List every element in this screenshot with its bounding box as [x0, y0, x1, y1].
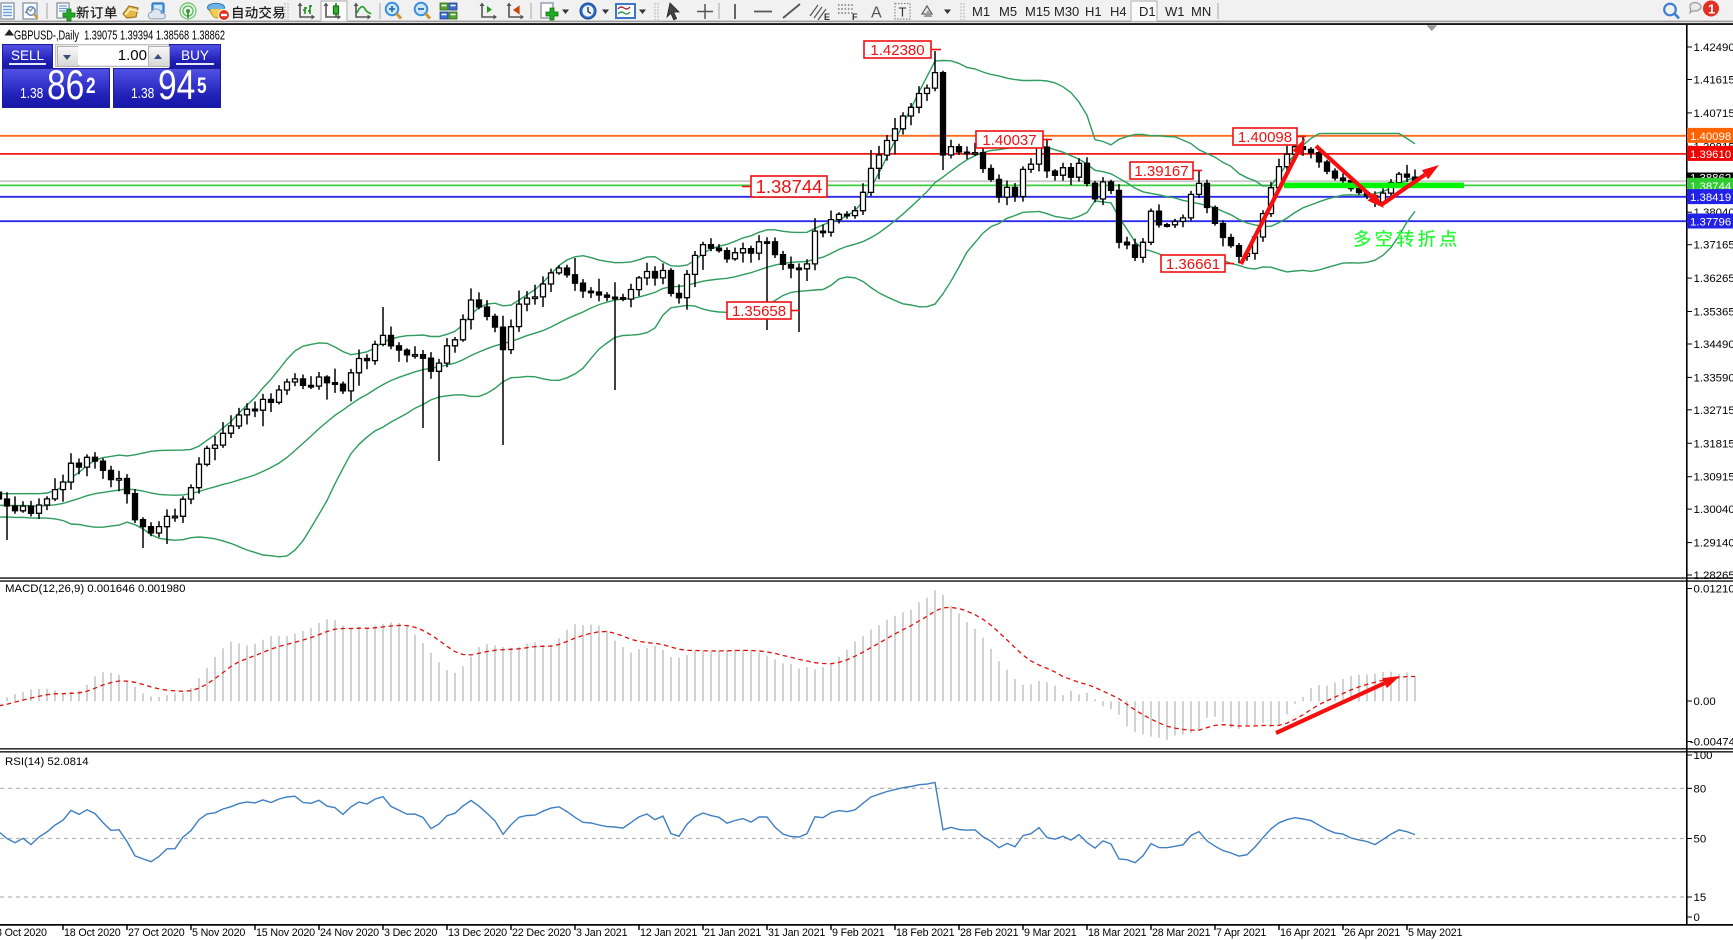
svg-text:15: 15 [1694, 892, 1707, 904]
svg-text:13 Dec 2020: 13 Dec 2020 [448, 927, 507, 939]
svg-text:1.34490: 1.34490 [1694, 339, 1733, 351]
svg-text:MN: MN [1191, 4, 1211, 19]
svg-text:0.012104: 0.012104 [1694, 584, 1733, 596]
svg-text:7 Apr 2021: 7 Apr 2021 [1216, 927, 1266, 939]
svg-text:16 Apr 2021: 16 Apr 2021 [1280, 927, 1336, 939]
svg-text:1.35365: 1.35365 [1694, 307, 1733, 319]
svg-text:T: T [899, 5, 907, 20]
svg-text:0.00: 0.00 [1694, 696, 1716, 708]
svg-text:1.38744: 1.38744 [756, 176, 823, 197]
svg-text:1.36265: 1.36265 [1694, 273, 1733, 285]
svg-text:1.37165: 1.37165 [1694, 240, 1733, 252]
svg-text:31 Jan 2021: 31 Jan 2021 [768, 927, 825, 939]
svg-text:RSI(14) 52.0814: RSI(14) 52.0814 [5, 756, 89, 768]
svg-text:1.39610: 1.39610 [1690, 149, 1731, 161]
svg-text:0: 0 [1694, 912, 1700, 924]
svg-text:1: 1 [1708, 2, 1715, 17]
svg-text:E: E [824, 12, 830, 22]
svg-text:21 Jan 2021: 21 Jan 2021 [704, 927, 761, 939]
svg-text:1.38419: 1.38419 [1690, 192, 1731, 204]
svg-text:28 Mar 2021: 28 Mar 2021 [1152, 927, 1211, 939]
svg-text:H1: H1 [1085, 4, 1102, 19]
svg-text:50: 50 [1694, 834, 1707, 846]
svg-text:1.32715: 1.32715 [1694, 405, 1733, 417]
svg-text:1.41615: 1.41615 [1694, 75, 1733, 87]
svg-text:1.40098: 1.40098 [1690, 131, 1731, 143]
svg-text:18 Oct 2020: 18 Oct 2020 [64, 927, 121, 939]
svg-text:1.30915: 1.30915 [1694, 472, 1733, 484]
svg-text:A: A [871, 5, 882, 22]
svg-text:M5: M5 [999, 4, 1017, 19]
svg-text:18 Feb 2021: 18 Feb 2021 [896, 927, 955, 939]
svg-text:H4: H4 [1110, 4, 1127, 19]
svg-text:1.31815: 1.31815 [1694, 438, 1733, 450]
svg-text:1.28265: 1.28265 [1694, 570, 1733, 582]
svg-text:18 Mar 2021: 18 Mar 2021 [1088, 927, 1147, 939]
svg-text:1.42380: 1.42380 [870, 42, 924, 59]
svg-text:1.33590: 1.33590 [1694, 372, 1733, 384]
svg-text:GBPUSD-,Daily 1.39075 1.39394: GBPUSD-,Daily 1.39075 1.39394 1.38568 1.… [14, 28, 225, 43]
svg-text:1.29140: 1.29140 [1694, 538, 1733, 550]
svg-text:100: 100 [1694, 750, 1713, 762]
svg-text:8 Oct 2020: 8 Oct 2020 [0, 927, 47, 939]
svg-text:27 Oct 2020: 27 Oct 2020 [128, 927, 185, 939]
svg-text:24 Nov 2020: 24 Nov 2020 [320, 927, 379, 939]
svg-text:3 Dec 2020: 3 Dec 2020 [384, 927, 437, 939]
svg-text:80: 80 [1694, 783, 1707, 795]
svg-text:3 Jan 2021: 3 Jan 2021 [576, 927, 628, 939]
svg-text:1.30040: 1.30040 [1694, 504, 1733, 516]
svg-text:1.40037: 1.40037 [982, 132, 1036, 149]
svg-text:26 Apr 2021: 26 Apr 2021 [1344, 927, 1400, 939]
svg-text:22 Dec 2020: 22 Dec 2020 [512, 927, 571, 939]
svg-text:28 Feb 2021: 28 Feb 2021 [960, 927, 1019, 939]
svg-text:1.36661: 1.36661 [1166, 256, 1220, 273]
svg-text:5 Nov 2020: 5 Nov 2020 [192, 927, 245, 939]
svg-text:D1: D1 [1139, 4, 1156, 19]
svg-text:1.35658: 1.35658 [732, 303, 786, 320]
svg-text:MACD(12,26,9) 0.001646 0.00198: MACD(12,26,9) 0.001646 0.001980 [5, 583, 185, 595]
svg-text:1.39167: 1.39167 [1134, 163, 1188, 180]
svg-text:15 Nov 2020: 15 Nov 2020 [256, 927, 315, 939]
svg-text:M30: M30 [1054, 4, 1079, 19]
svg-text:M1: M1 [972, 4, 990, 19]
svg-text:12 Jan 2021: 12 Jan 2021 [640, 927, 697, 939]
svg-text:1.40715: 1.40715 [1694, 108, 1733, 120]
svg-text:1.42490: 1.42490 [1694, 42, 1733, 54]
svg-text:1.37796: 1.37796 [1690, 217, 1731, 229]
svg-text:W1: W1 [1165, 4, 1185, 19]
svg-text:-0.004746: -0.004746 [1690, 737, 1733, 749]
svg-text:9 Feb 2021: 9 Feb 2021 [832, 927, 885, 939]
svg-text:F: F [852, 12, 858, 22]
svg-text:5 May 2021: 5 May 2021 [1408, 927, 1463, 939]
svg-text:9 Mar 2021: 9 Mar 2021 [1024, 927, 1077, 939]
svg-text:1.40098: 1.40098 [1238, 129, 1292, 146]
svg-text:M15: M15 [1025, 4, 1050, 19]
